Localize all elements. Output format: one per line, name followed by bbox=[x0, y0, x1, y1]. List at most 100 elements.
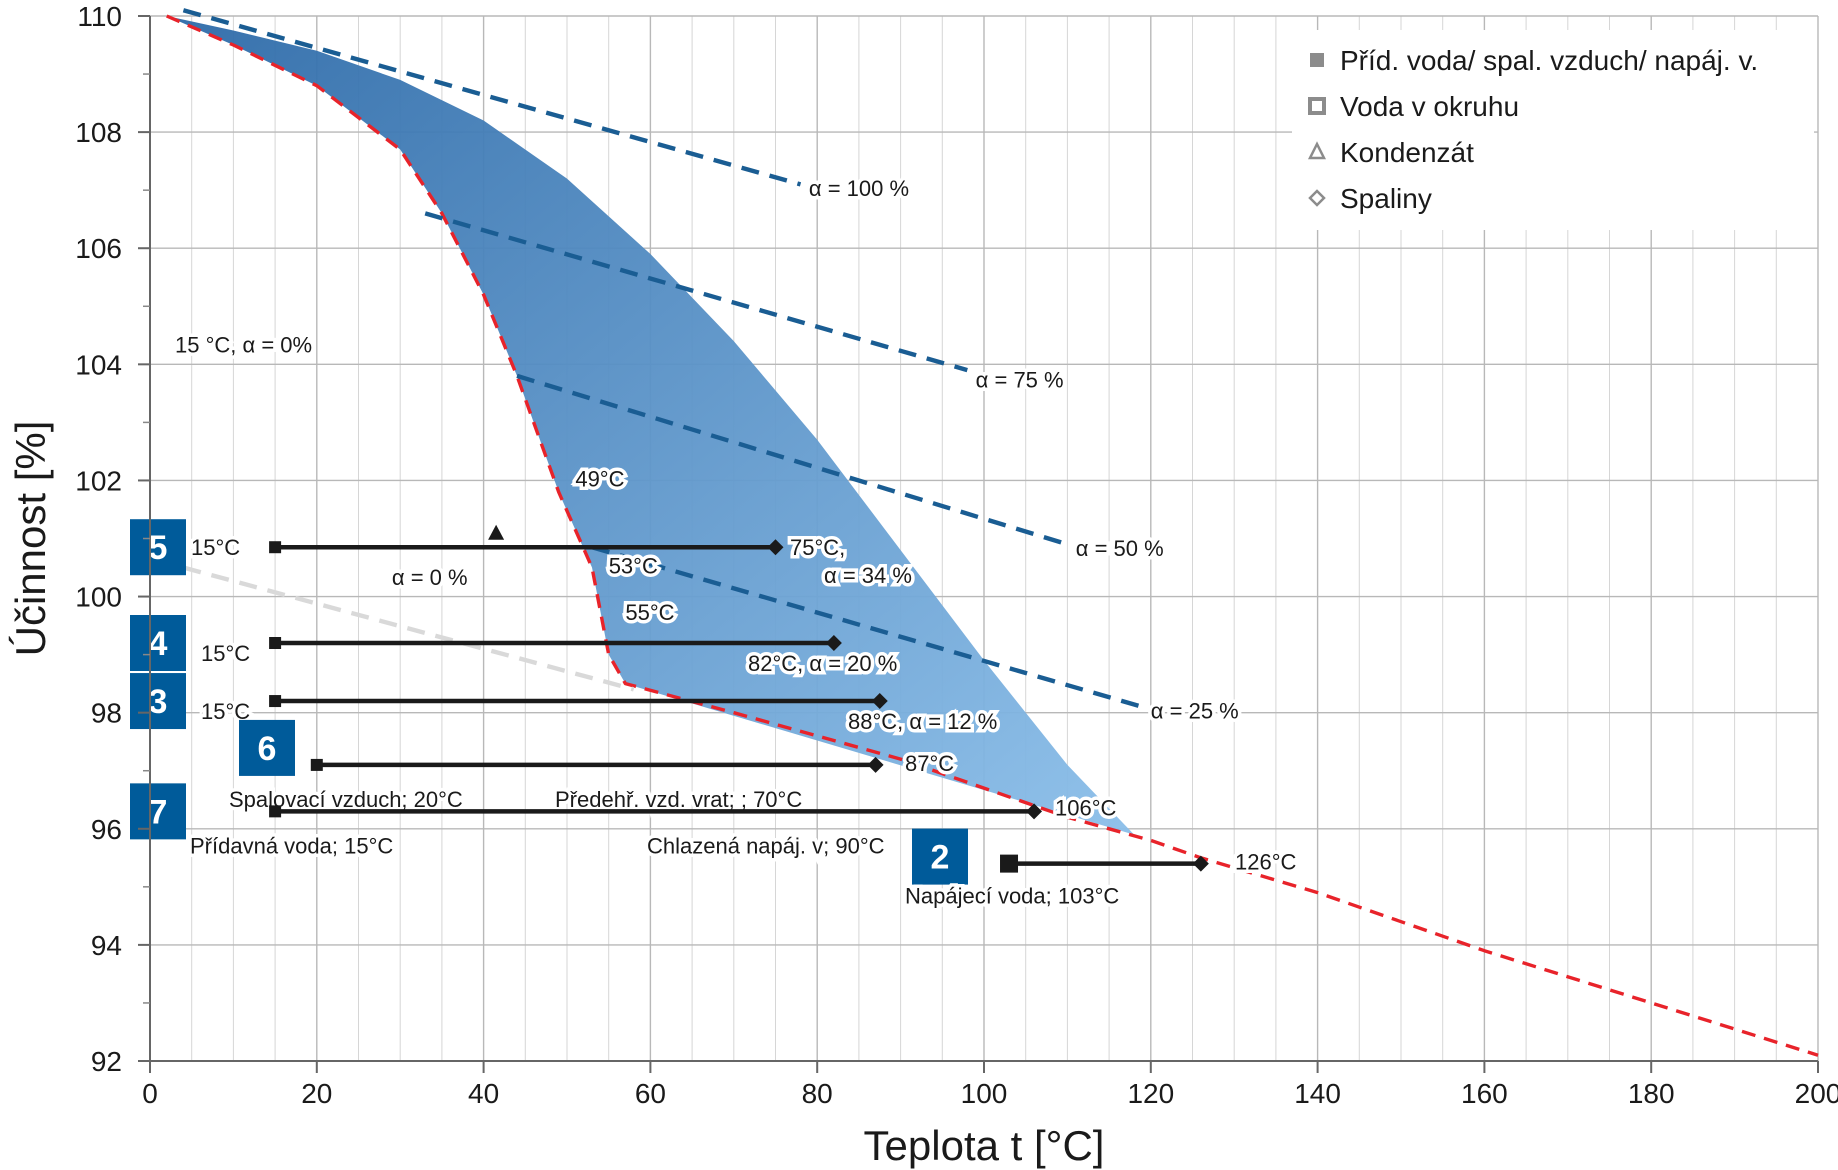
segment-end-label: 106°C bbox=[1055, 795, 1117, 820]
legend-label-3: Spaliny bbox=[1340, 183, 1432, 214]
y-tick-label: 104 bbox=[75, 349, 122, 380]
x-tick-label: 0 bbox=[142, 1078, 158, 1109]
badge-5: 5 bbox=[130, 519, 186, 576]
y-tick-label: 100 bbox=[75, 582, 122, 613]
segment-start-label: Napájecí voda; 103°C bbox=[905, 884, 1119, 909]
annotation-label-8: α = 25 % bbox=[1151, 698, 1239, 723]
series-line-2 bbox=[182, 8, 802, 187]
series-line-4 bbox=[516, 373, 1069, 547]
legend-marker-filled-square bbox=[1310, 53, 1324, 67]
annotation-label-3: 55°C bbox=[625, 600, 674, 625]
legend-marker-diamond bbox=[1308, 189, 1326, 207]
badge-box bbox=[130, 615, 186, 671]
legend-label-0: Příd. voda/ spal. vzduch/ napáj. v. bbox=[1340, 45, 1758, 76]
efficiency-area-shape bbox=[166, 16, 1193, 852]
x-tick-label: 180 bbox=[1628, 1078, 1675, 1109]
condensate-marker bbox=[488, 524, 505, 540]
badge-7: 7 bbox=[130, 783, 186, 840]
segment-end-label: α = 34 % bbox=[824, 563, 912, 588]
badge-box bbox=[130, 519, 186, 576]
annotation-label-4: α = 0 % bbox=[392, 565, 468, 590]
badge-number: 4 bbox=[149, 625, 168, 663]
segment-end-marker bbox=[867, 756, 884, 773]
legend-marker-triangle bbox=[1307, 141, 1327, 160]
temperature-segments: 5 15°C 75°C,α = 34 %4 15°C 82°C, α = 20 %3 15… bbox=[130, 519, 1300, 912]
y-tick-label: 92 bbox=[91, 1046, 122, 1077]
x-tick-label: 60 bbox=[635, 1078, 666, 1109]
badge-number: 3 bbox=[149, 683, 168, 721]
badge-2: 2 bbox=[912, 828, 968, 885]
x-tick-label: 140 bbox=[1294, 1078, 1341, 1109]
annotation-label-2: 53°C bbox=[609, 553, 658, 578]
y-tick-label: 102 bbox=[75, 465, 122, 496]
series-lines bbox=[166, 8, 1819, 1057]
efficiency-area bbox=[166, 16, 1193, 852]
segment-end-label: 88°C, α = 12 % bbox=[848, 709, 997, 734]
segment-start-marker bbox=[269, 541, 282, 554]
badge-box bbox=[130, 783, 186, 840]
legend-marker-hollow-square bbox=[1308, 97, 1326, 115]
y-tick-label: 98 bbox=[91, 698, 122, 729]
annotation-label-5: α = 100 % bbox=[809, 176, 909, 201]
annotation-label-7: α = 50 % bbox=[1076, 536, 1164, 561]
x-tick-label: 100 bbox=[961, 1078, 1008, 1109]
series-line-3 bbox=[424, 211, 968, 373]
segment-end-marker bbox=[767, 539, 784, 556]
badge-box bbox=[912, 828, 968, 885]
y-tick-label: 110 bbox=[77, 1, 122, 32]
badge-number: 2 bbox=[931, 839, 950, 877]
legend-label-1: Voda v okruhu bbox=[1340, 91, 1519, 122]
annotation-label-0: 15 °C, α = 0% bbox=[175, 333, 312, 358]
segment-end-label: 75°C, bbox=[790, 535, 845, 560]
segment-mid-label: Předehř. vzd. vrat; ; 70°C bbox=[555, 787, 802, 812]
series-line-1 bbox=[182, 565, 635, 692]
segment-start-label: 15°C bbox=[201, 641, 250, 666]
segment-end-marker bbox=[825, 635, 842, 651]
y-tick-label: 106 bbox=[75, 233, 122, 264]
legend-label-2: Kondenzát bbox=[1340, 137, 1474, 168]
x-tick-label: 200 bbox=[1795, 1078, 1838, 1109]
segment-start-label: Spalovací vzduch; 20°C bbox=[229, 787, 463, 812]
x-tick-label: 160 bbox=[1461, 1078, 1508, 1109]
segment-start-label: 15°C bbox=[191, 535, 240, 560]
x-axis-title: Teplota t [°C] bbox=[864, 1122, 1105, 1169]
badge-3: 3 bbox=[130, 673, 186, 730]
badge-box bbox=[239, 719, 295, 776]
segment-start-marker bbox=[269, 637, 282, 649]
legend-box bbox=[1292, 30, 1814, 230]
segment-end-label: 82°C, α = 20 % bbox=[748, 651, 897, 676]
y-tick-label: 108 bbox=[75, 117, 122, 148]
y-tick-label: 96 bbox=[91, 814, 122, 845]
segment-end-label: 126°C bbox=[1235, 850, 1297, 875]
badge-number: 7 bbox=[149, 793, 168, 831]
segment-start-marker bbox=[1000, 854, 1019, 873]
badge-box bbox=[130, 673, 186, 730]
annotation-label-1: 49°C bbox=[575, 466, 624, 491]
annotation-label-6: α = 75 % bbox=[976, 368, 1064, 393]
badge-6: 6 bbox=[239, 719, 295, 776]
segment-mid-label: Chlazená napáj. v; 90°C bbox=[647, 833, 885, 858]
y-axis-title: Účinnost [%] bbox=[7, 421, 54, 657]
badge-number: 6 bbox=[258, 730, 277, 768]
segment-end-label: 87°C bbox=[905, 751, 954, 776]
segment-start-marker bbox=[269, 805, 282, 818]
x-tick-label: 120 bbox=[1127, 1078, 1174, 1109]
segment-start-label: Přídavná voda; 15°C bbox=[190, 833, 393, 858]
series-line-0 bbox=[166, 14, 1819, 1057]
segment-end-marker bbox=[871, 693, 888, 710]
series-line-5 bbox=[591, 545, 1144, 710]
segment-start-marker bbox=[310, 758, 323, 771]
y-tick-label: 94 bbox=[91, 930, 122, 961]
x-tick-label: 40 bbox=[468, 1078, 499, 1109]
x-tick-label: 20 bbox=[301, 1078, 332, 1109]
segment-end-marker bbox=[1026, 803, 1043, 820]
axes: 0 20 40 60 80 100 120 140 160 180 200 92 94 96 98 100 10… bbox=[7, 1, 1838, 1169]
segment-end-marker bbox=[1192, 855, 1209, 872]
badge-number: 5 bbox=[149, 529, 168, 567]
badge-4: 4 bbox=[130, 615, 186, 671]
legend: Příd. voda/ spal. vzduch/ napáj. v. Voda … bbox=[1292, 30, 1814, 230]
annotations: 15 °C, α = 0% 49°C 53°C 55°C α = 0 % α = 100 … bbox=[172, 172, 1243, 727]
x-tick-label: 80 bbox=[802, 1078, 833, 1109]
segment-start-marker bbox=[269, 695, 282, 708]
